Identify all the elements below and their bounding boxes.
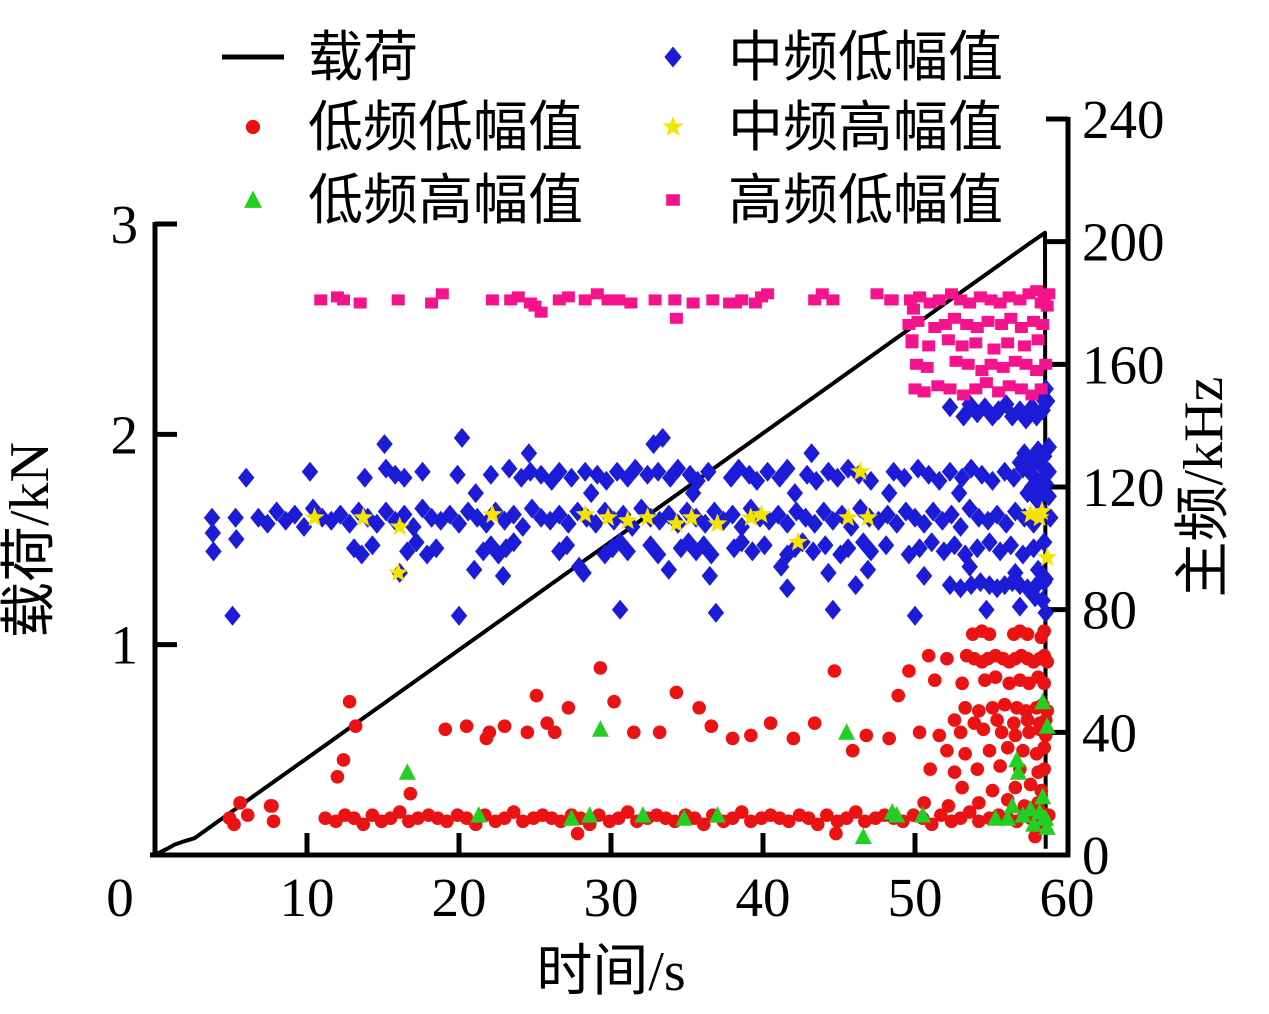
load-line-marker — [222, 54, 284, 60]
right-tick-label: 40 — [1082, 702, 1137, 763]
legend-item-load: 载荷 — [220, 22, 418, 92]
green-triangle-marker — [244, 190, 262, 208]
origin-tick-label: 0 — [106, 867, 134, 928]
legend-label-mid-freq-low-amp: 中频低幅值 — [728, 26, 1004, 88]
right-tick-label: 0 — [1082, 825, 1110, 886]
x-axis-title: 时间/s — [536, 941, 685, 1003]
left-tick-label: 3 — [111, 194, 139, 255]
x-tick-label: 60 — [1040, 867, 1095, 928]
right-tick-label: 160 — [1082, 334, 1165, 395]
legend-label-load: 载荷 — [308, 26, 419, 88]
right-tick-label: 240 — [1082, 89, 1165, 150]
left-tick-label: 1 — [111, 615, 139, 676]
legend-item-low-freq-low-amp: 低频低幅值 — [220, 92, 583, 162]
x-tick-label: 20 — [432, 867, 487, 928]
right-tick-label: 200 — [1082, 212, 1165, 273]
series-triangle — [398, 692, 1056, 845]
x-tick-label: 10 — [280, 867, 335, 928]
blue-diamond-marker — [664, 46, 682, 68]
series-circle — [222, 624, 1056, 844]
series-star — [304, 461, 1058, 582]
right-tick-label: 120 — [1082, 457, 1165, 518]
left-tick-label: 2 — [111, 404, 139, 465]
x-tick-label: 40 — [736, 867, 791, 928]
right-axis-title: 主频/kHz — [1173, 377, 1235, 598]
x-tick-label: 50 — [888, 867, 943, 928]
left-axis-title: 载荷/kN — [0, 442, 61, 638]
legend-item-mid-freq-high-amp: 中频高幅值 — [640, 92, 1003, 162]
yellow-star-marker — [662, 115, 684, 136]
legend-item-high-freq-low-amp: 高频低幅值 — [640, 165, 1003, 235]
right-tick-label: 80 — [1082, 580, 1137, 641]
series-diamond — [203, 378, 1059, 626]
series-square — [314, 285, 1056, 401]
legend-label-mid-freq-high-amp: 中频高幅值 — [728, 96, 1004, 158]
x-tick-label: 30 — [584, 867, 639, 928]
red-dot-marker — [245, 119, 261, 135]
legend-label-high-freq-low-amp: 高频低幅值 — [728, 169, 1004, 231]
legend-label-low-freq-low-amp: 低频低幅值 — [308, 96, 584, 158]
pink-square-marker — [666, 194, 680, 206]
legend-item-mid-freq-low-amp: 中频低幅值 — [640, 22, 1003, 92]
legend-item-low-freq-high-amp: 低频高幅值 — [220, 165, 583, 235]
legend-label-low-freq-high-amp: 低频高幅值 — [308, 169, 584, 231]
